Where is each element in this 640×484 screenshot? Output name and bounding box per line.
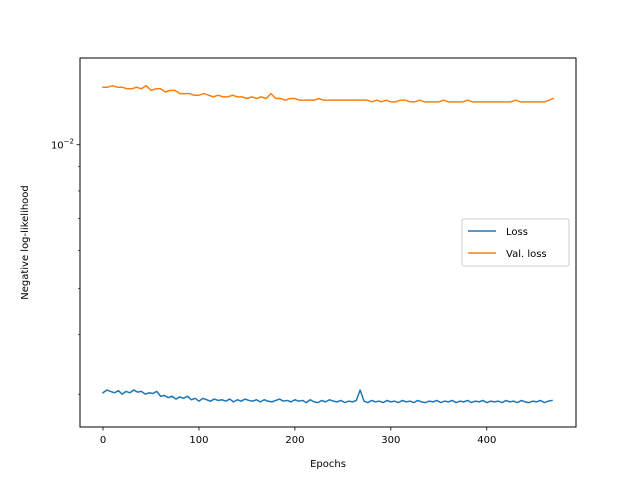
x-tick-label: 100 bbox=[189, 435, 208, 446]
y-tick-label: 10−2 bbox=[51, 138, 74, 152]
x-tick-label: 300 bbox=[381, 435, 400, 446]
series-line-val-loss bbox=[102, 84, 554, 103]
series-layer bbox=[101, 84, 554, 404]
legend: Loss Val. loss bbox=[461, 218, 570, 267]
legend-label-val-loss: Val. loss bbox=[506, 249, 547, 260]
legend-label-loss: Loss bbox=[506, 227, 528, 238]
x-tick-label: 0 bbox=[100, 435, 106, 446]
x-axis-ticks: 0 100 200 300 400 bbox=[100, 427, 496, 446]
x-tick-label: 400 bbox=[477, 435, 496, 446]
x-tick-label: 200 bbox=[285, 435, 304, 446]
x-axis-label: Epochs bbox=[310, 459, 346, 470]
series-line-loss bbox=[101, 389, 553, 404]
plot-frame bbox=[79, 57, 577, 428]
y-axis-label: Negative log-likelihood bbox=[20, 185, 31, 300]
